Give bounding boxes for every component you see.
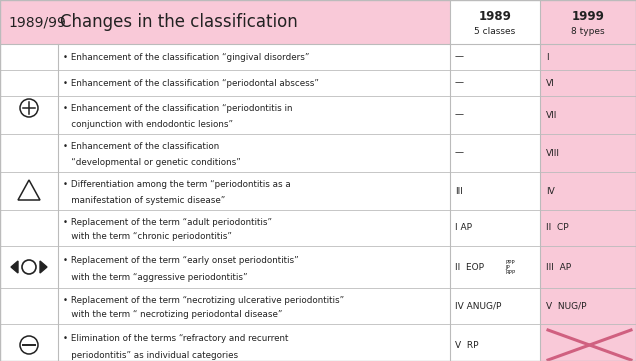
Bar [0, 324, 58, 361]
Bar [450, 246, 540, 288]
Text: 8 types: 8 types [571, 27, 605, 36]
Bar [540, 70, 636, 96]
Bar [0, 70, 636, 96]
Bar [58, 44, 450, 70]
Text: • Enhancement of the classification “periodontitis in: • Enhancement of the classification “per… [63, 104, 293, 113]
Bar [0, 172, 58, 210]
Bar [0, 288, 636, 324]
Bar [540, 44, 636, 70]
Text: with the term “chronic periodontitis”: with the term “chronic periodontitis” [63, 232, 232, 241]
Text: II  EOP: II EOP [455, 262, 484, 271]
Bar [0, 44, 636, 70]
Bar [450, 210, 540, 246]
Text: “developmental or genetic conditions”: “developmental or genetic conditions” [63, 158, 241, 167]
Text: —: — [455, 110, 464, 119]
Bar [540, 0, 636, 44]
Text: VIII: VIII [546, 148, 560, 157]
Bar [58, 246, 450, 288]
Bar [0, 96, 636, 134]
Bar [450, 134, 540, 172]
Bar [540, 134, 636, 172]
Bar [540, 324, 636, 361]
Text: • Enhancement of the classification “periodontal abscess”: • Enhancement of the classification “per… [63, 78, 319, 87]
Text: —: — [455, 78, 464, 87]
Text: III: III [455, 187, 463, 196]
Bar [540, 246, 636, 288]
Text: with the term “aggressive periodontitis”: with the term “aggressive periodontitis” [63, 273, 247, 282]
Bar [0, 0, 636, 44]
Text: 1989: 1989 [478, 10, 511, 23]
Text: 1989/99: 1989/99 [8, 15, 66, 29]
Text: • Elimination of the terms “refractory and recurrent: • Elimination of the terms “refractory a… [63, 334, 288, 343]
Text: VI: VI [546, 78, 555, 87]
Bar [0, 134, 636, 172]
Text: —: — [455, 52, 464, 61]
Text: • Replacement of the term “early onset periodontitis”: • Replacement of the term “early onset p… [63, 256, 299, 265]
Bar [58, 210, 450, 246]
Text: VII: VII [546, 110, 557, 119]
Text: • Replacement of the term “necrotizing ulcerative periodontitis”: • Replacement of the term “necrotizing u… [63, 296, 344, 305]
Bar [58, 288, 450, 324]
Bar [58, 70, 450, 96]
Bar [540, 210, 636, 246]
Bar [0, 210, 58, 246]
Bar [58, 134, 450, 172]
Bar [0, 172, 636, 210]
Text: RPP: RPP [505, 270, 515, 274]
Text: —: — [455, 148, 464, 157]
Text: IV: IV [546, 187, 555, 196]
Bar [58, 324, 450, 361]
Text: • Enhancement of the classification “gingival disorders”: • Enhancement of the classification “gin… [63, 52, 309, 61]
Text: II  CP: II CP [546, 223, 569, 232]
Bar [58, 172, 450, 210]
Text: I: I [546, 52, 549, 61]
Polygon shape [11, 261, 18, 273]
Text: V  RP: V RP [455, 340, 478, 349]
Bar [0, 324, 636, 361]
Bar [0, 246, 58, 288]
Bar [540, 288, 636, 324]
Bar [450, 96, 540, 134]
Text: I AP: I AP [455, 223, 472, 232]
Bar [450, 288, 540, 324]
Text: • Enhancement of the classification: • Enhancement of the classification [63, 143, 219, 151]
Text: PPP: PPP [505, 260, 515, 265]
Text: periodontitis” as individual categories: periodontitis” as individual categories [63, 351, 238, 360]
Bar [0, 96, 58, 134]
Bar [540, 96, 636, 134]
Bar [450, 44, 540, 70]
Text: conjunction with endodontic lesions”: conjunction with endodontic lesions” [63, 119, 233, 129]
Bar [450, 172, 540, 210]
Text: V  NUG/P: V NUG/P [546, 301, 586, 310]
Text: 5 classes: 5 classes [474, 27, 516, 36]
Bar [0, 246, 636, 288]
Bar [58, 96, 450, 134]
Text: • Replacement of the term “adult periodontitis”: • Replacement of the term “adult periodo… [63, 218, 272, 227]
Text: with the term “ necrotizing periodontal disease”: with the term “ necrotizing periodontal … [63, 310, 282, 319]
Text: Changes in the classification: Changes in the classification [60, 13, 298, 31]
Bar [0, 44, 58, 70]
Bar [0, 134, 58, 172]
Text: IV ANUG/P: IV ANUG/P [455, 301, 501, 310]
Bar [0, 288, 58, 324]
Text: III  AP: III AP [546, 262, 571, 271]
Bar [450, 70, 540, 96]
Text: • Differentiation among the term “periodontitis as a: • Differentiation among the term “period… [63, 180, 291, 190]
Text: 1999: 1999 [572, 10, 604, 23]
Bar [0, 70, 58, 96]
Bar [450, 324, 540, 361]
Bar [450, 0, 540, 44]
Bar [0, 210, 636, 246]
Text: manifestation of systemic disease”: manifestation of systemic disease” [63, 196, 225, 205]
Text: JP: JP [505, 265, 510, 270]
Polygon shape [40, 261, 47, 273]
Bar [540, 172, 636, 210]
